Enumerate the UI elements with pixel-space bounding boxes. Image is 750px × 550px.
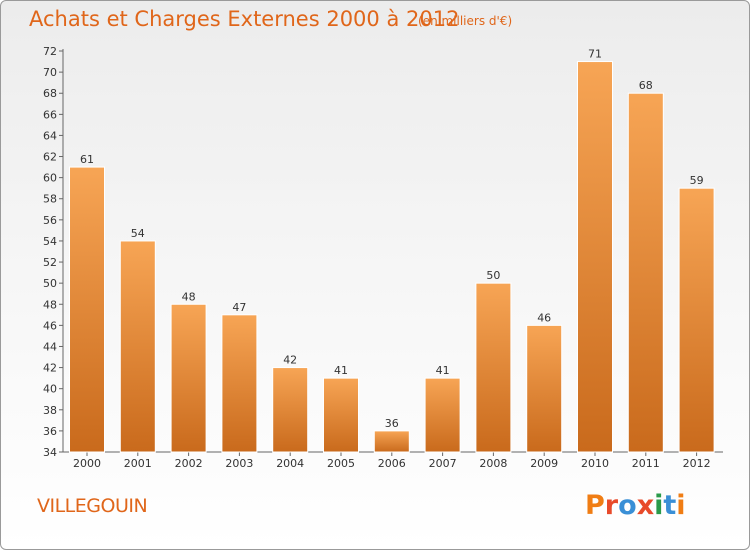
y-tick-label: 38 bbox=[43, 404, 57, 417]
bar-2001 bbox=[119, 240, 156, 453]
chart-labels: 2000 61 2001 54 2002 48 2003 47 2004 42 2005 41 2006… bbox=[73, 48, 711, 470]
x-tick-label: 2010 bbox=[581, 457, 609, 470]
chart-bars bbox=[69, 61, 715, 453]
y-tick-label: 34 bbox=[43, 446, 57, 459]
bar-2011 bbox=[627, 92, 664, 453]
y-tick-label: 50 bbox=[43, 277, 57, 290]
logo-letter: t bbox=[663, 490, 677, 521]
bar-2007 bbox=[424, 377, 461, 453]
x-tick-label: 2003 bbox=[225, 457, 253, 470]
x-tick-label: 2004 bbox=[276, 457, 304, 470]
data-label: 36 bbox=[385, 417, 399, 430]
y-tick-label: 40 bbox=[43, 383, 57, 396]
y-tick-label: 70 bbox=[43, 66, 57, 79]
x-tick-label: 2001 bbox=[124, 457, 152, 470]
x-tick-label: 2007 bbox=[429, 457, 457, 470]
bar-2008 bbox=[475, 282, 512, 453]
bar-2010 bbox=[577, 61, 613, 453]
bar-2004 bbox=[272, 367, 309, 453]
data-label: 47 bbox=[232, 301, 246, 314]
y-tick-label: 68 bbox=[43, 87, 57, 100]
city-name: VILLEGOUIN bbox=[37, 495, 148, 517]
x-tick-label: 2005 bbox=[327, 457, 355, 470]
data-label: 41 bbox=[334, 364, 348, 377]
y-tick-label: 62 bbox=[43, 151, 57, 164]
x-tick-label: 2009 bbox=[530, 457, 558, 470]
x-tick-label: 2006 bbox=[378, 457, 406, 470]
logo-letter: x bbox=[636, 490, 655, 521]
data-label: 41 bbox=[436, 364, 450, 377]
chart-subtitle: (en milliers d'€) bbox=[418, 14, 513, 28]
logo-letter: r bbox=[604, 490, 619, 521]
y-tick-label: 42 bbox=[43, 362, 57, 375]
data-label: 59 bbox=[690, 174, 704, 187]
bar-2012 bbox=[678, 187, 715, 453]
x-tick-label: 2000 bbox=[73, 457, 101, 470]
bar-2006 bbox=[373, 430, 410, 453]
y-tick-label: 56 bbox=[43, 214, 57, 227]
y-tick-label: 54 bbox=[43, 235, 57, 248]
y-tick-label: 66 bbox=[43, 108, 57, 121]
bar-2005 bbox=[323, 377, 359, 453]
data-label: 46 bbox=[537, 311, 551, 324]
y-tick-label: 52 bbox=[43, 256, 57, 269]
data-label: 48 bbox=[182, 290, 196, 303]
y-tick-label: 60 bbox=[43, 172, 57, 185]
chart-title: Achats et Charges Externes 2000 à 2012 bbox=[29, 7, 460, 31]
x-tick-label: 2011 bbox=[632, 457, 660, 470]
x-tick-label: 2008 bbox=[479, 457, 507, 470]
x-tick-label: 2012 bbox=[683, 457, 711, 470]
logo-letter: i bbox=[676, 490, 686, 521]
data-label: 61 bbox=[80, 153, 94, 166]
y-tick-label: 48 bbox=[43, 298, 57, 311]
chart-axes: 34 36 38 40 42 44 46 48 50 52 54 56 58 60 62 64 66 68 70 72 bbox=[43, 45, 723, 459]
y-tick-label: 46 bbox=[43, 319, 57, 332]
bar-2000 bbox=[69, 166, 105, 453]
bar-2002 bbox=[170, 303, 207, 453]
logo-letter: o bbox=[618, 490, 637, 521]
data-label: 68 bbox=[639, 79, 653, 92]
bar-2003 bbox=[221, 314, 258, 453]
y-tick-label: 64 bbox=[43, 129, 57, 142]
bar-2009 bbox=[526, 324, 563, 453]
data-label: 71 bbox=[588, 48, 602, 61]
y-tick-label: 44 bbox=[43, 340, 57, 353]
data-label: 42 bbox=[283, 354, 297, 367]
data-label: 54 bbox=[131, 227, 145, 240]
logo-letter: i bbox=[654, 490, 664, 521]
x-tick-label: 2002 bbox=[175, 457, 203, 470]
data-label: 50 bbox=[486, 269, 500, 282]
y-tick-label: 36 bbox=[43, 425, 57, 438]
y-tick-label: 72 bbox=[43, 45, 57, 58]
y-tick-label: 58 bbox=[43, 193, 57, 206]
proxiti-logo: Proxiti bbox=[585, 490, 686, 521]
logo-letter: P bbox=[585, 490, 605, 521]
